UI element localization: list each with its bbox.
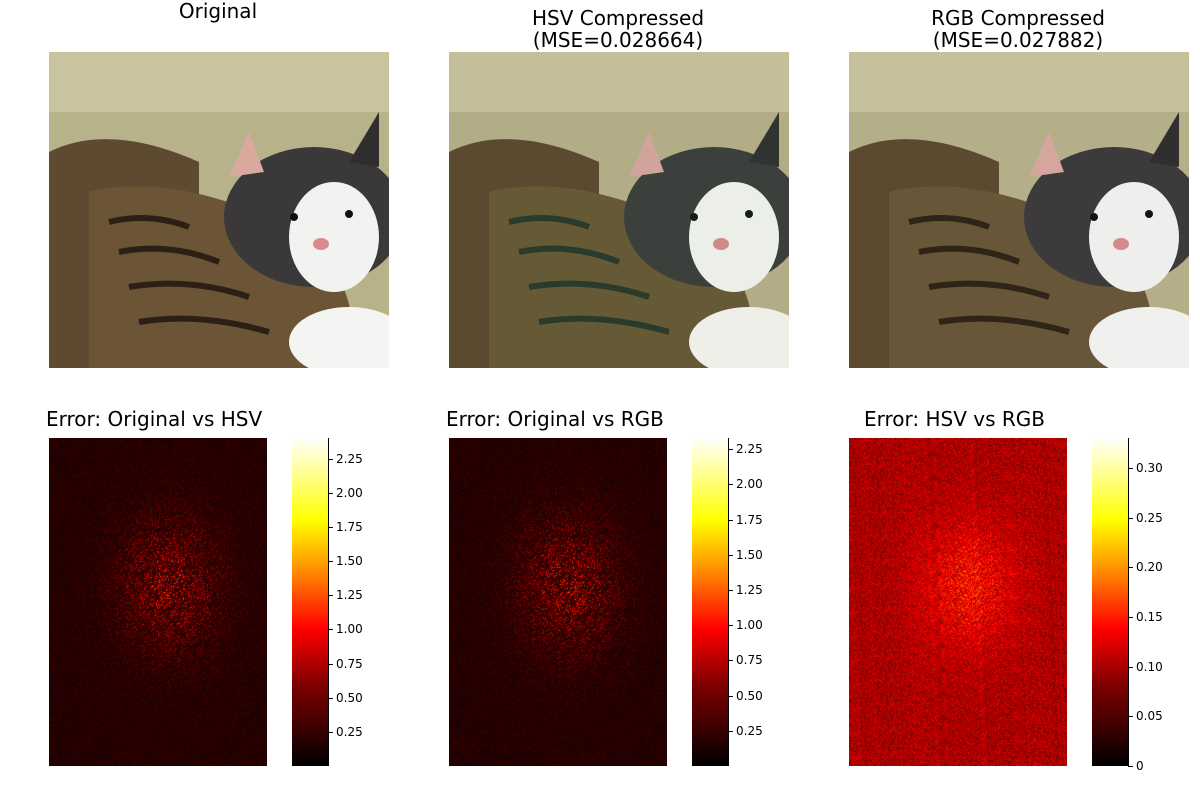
colorbar-tick-label: 1.00: [728, 618, 763, 633]
colorbar-tick-label: 0.20: [1128, 560, 1163, 575]
colorbar-axis-hsv-rgb: [1128, 438, 1129, 766]
colorbar-tick-label: 0.15: [1128, 609, 1163, 624]
title-original: Original: [178, 0, 258, 23]
heatmap-error-orig-hsv: [49, 438, 267, 766]
title-error-orig-hsv: Error: Original vs HSV: [46, 407, 263, 431]
heatmap-canvas-orig-rgb: [449, 438, 667, 766]
colorbar-tick-label: 1.00: [328, 622, 363, 637]
colorbar-tick-label: 0.50: [728, 688, 763, 703]
image-rgb-compressed: [849, 52, 1189, 368]
kitten-photo-hsv: [449, 52, 789, 368]
heatmap-canvas-orig-hsv: [49, 438, 267, 766]
colorbar-tick-label: 1.25: [728, 583, 763, 598]
image-hsv-compressed: [449, 52, 789, 368]
colorbar-tick-label: 0.25: [728, 723, 763, 738]
colorbar-tick-label: 2.25: [328, 451, 363, 466]
colorbar-tick-label: 0.50: [328, 690, 363, 705]
heatmap-error-hsv-rgb: [849, 438, 1067, 766]
title-error-orig-rgb: Error: Original vs RGB: [446, 407, 664, 431]
colorbar-tick-label: 0.75: [328, 656, 363, 671]
kitten-photo-original: [49, 52, 389, 368]
colorbar-tick-label: 0.25: [1128, 510, 1163, 525]
title-hsv-line2: (MSE=0.028664): [532, 28, 704, 52]
colorbar-tick-label: 2.00: [728, 477, 763, 492]
title-hsv-line1: HSV Compressed: [531, 6, 705, 30]
colorbar-tick-label: 1.75: [728, 512, 763, 527]
colorbar-tick-label: 1.50: [328, 554, 363, 568]
colorbar-gradient-orig-rgb: [692, 438, 728, 766]
image-original: [49, 52, 389, 368]
colorbar-tick-label: 0.25: [328, 724, 363, 739]
kitten-photo-rgb: [849, 52, 1189, 368]
colorbar-tick-label: 1.25: [328, 588, 363, 603]
colorbar-gradient-orig-hsv: [292, 438, 328, 766]
colorbar-tick-label: 1.75: [328, 519, 363, 534]
colorbar-hsv-rgb: [1092, 438, 1128, 766]
title-rgb-line2: (MSE=0.027882): [932, 28, 1104, 52]
title-rgb-line1: RGB Compressed: [931, 6, 1105, 30]
colorbar-tick-label: 0.10: [1128, 659, 1163, 674]
heatmap-error-orig-rgb: [449, 438, 667, 766]
colorbar-tick-label: 0: [1128, 759, 1144, 773]
colorbar-tick-label: 1.50: [728, 547, 763, 562]
title-rgb-compressed: RGB Compressed (MSE=0.027882): [868, 7, 1168, 51]
colorbar-tick-label: 0.05: [1128, 709, 1163, 724]
colorbar-axis-orig-rgb: [728, 438, 729, 766]
colorbar-tick-label: 2.00: [328, 485, 363, 500]
heatmap-canvas-hsv-rgb: [849, 438, 1067, 766]
colorbar-axis-orig-hsv: [328, 438, 329, 766]
colorbar-tick-label: 2.25: [728, 442, 763, 457]
title-error-hsv-rgb: Error: HSV vs RGB: [864, 407, 1045, 431]
colorbar-tick-label: 0.75: [728, 653, 763, 668]
title-hsv-compressed: HSV Compressed (MSE=0.028664): [468, 7, 768, 51]
colorbar-gradient-hsv-rgb: [1092, 438, 1128, 766]
colorbar-orig-hsv: [292, 438, 328, 766]
colorbar-orig-rgb: [692, 438, 728, 766]
colorbar-tick-label: 0.30: [1128, 460, 1163, 475]
